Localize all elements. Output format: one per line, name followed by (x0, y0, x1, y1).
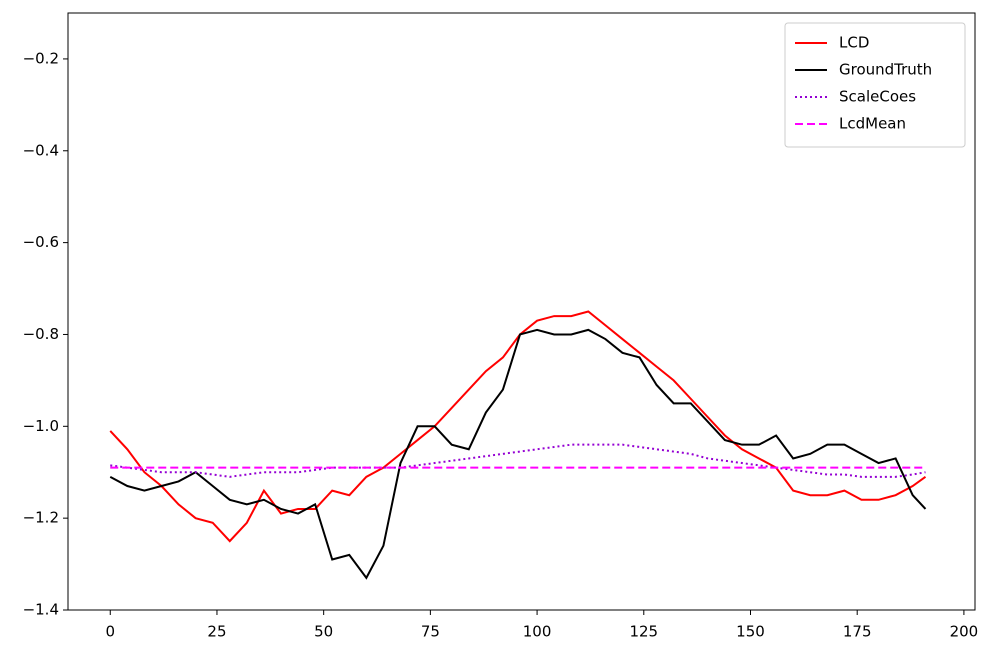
x-tick-label: 0 (105, 623, 115, 641)
legend-label: LCD (839, 34, 869, 52)
x-tick-label: 125 (629, 623, 658, 641)
y-tick-label: −0.4 (23, 141, 59, 159)
x-tick-label: 75 (421, 623, 440, 641)
legend-label: GroundTruth (839, 61, 932, 79)
x-tick-label: 25 (207, 623, 226, 641)
y-tick-label: −0.6 (23, 233, 59, 251)
x-tick-label: 100 (523, 623, 552, 641)
legend-label: LcdMean (839, 115, 906, 133)
x-tick-label: 175 (843, 623, 872, 641)
y-tick-label: −0.8 (23, 325, 59, 343)
series-line (109, 310, 927, 543)
legend-box (784, 22, 966, 148)
y-tick-label: −1.4 (23, 601, 59, 619)
series-line (109, 328, 927, 580)
y-tick-label: −0.2 (23, 49, 59, 67)
x-tick-label: 50 (314, 623, 333, 641)
legend-label: ScaleCoes (839, 88, 916, 106)
x-tick-label: 150 (736, 623, 765, 641)
series-line (110, 443, 926, 478)
x-tick-label: 200 (950, 623, 979, 641)
y-tick-label: −1.2 (23, 509, 59, 527)
y-tick-label: −1.0 (23, 417, 59, 435)
plot-frame (67, 12, 976, 611)
